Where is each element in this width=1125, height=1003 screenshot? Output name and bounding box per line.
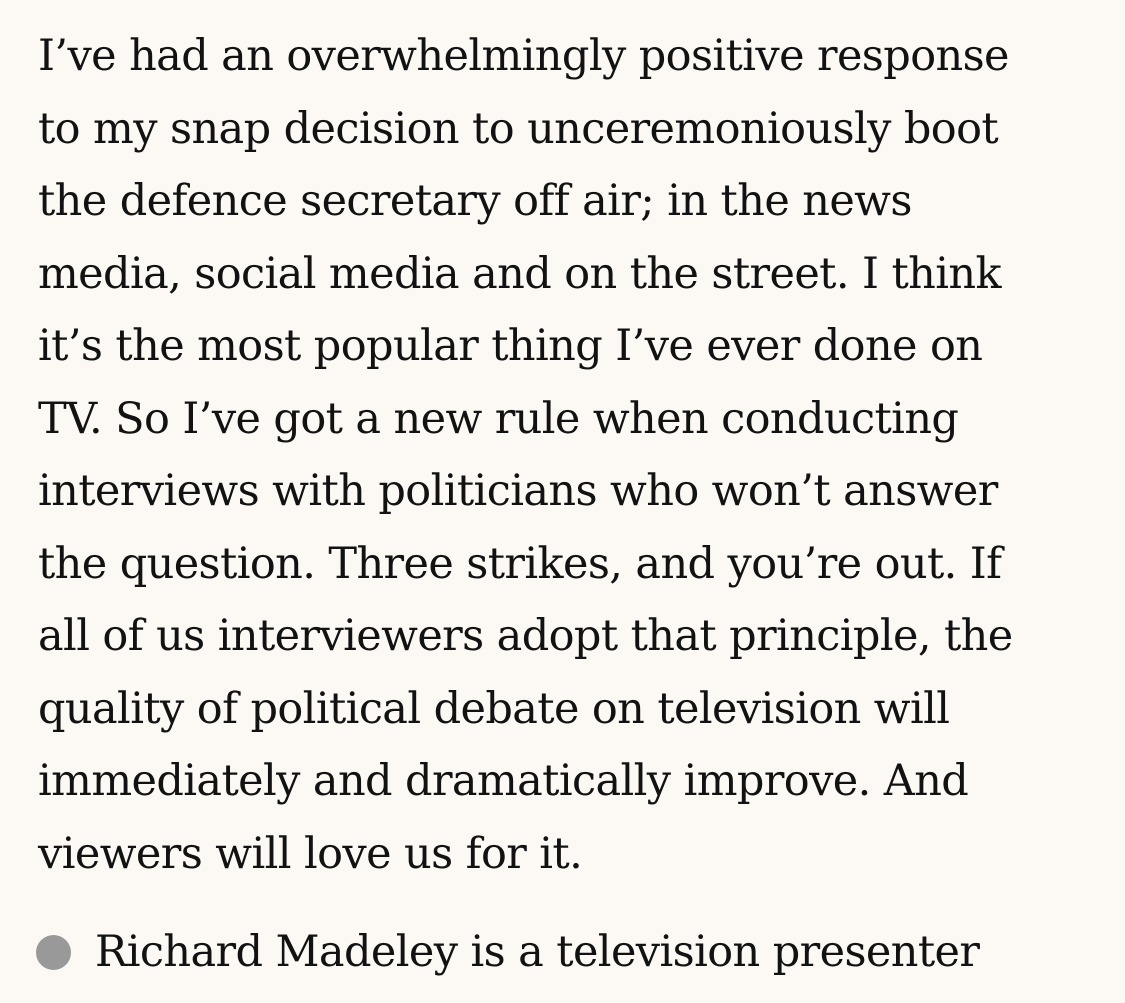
- paragraph-line-10: quality of political debate on televisio…: [38, 683, 950, 734]
- paragraph-line-4: media, social media and on the street. I…: [38, 248, 1002, 299]
- bullet-dot-icon: [36, 934, 71, 970]
- author-bio: Richard Madeley is a television presente…: [95, 927, 980, 977]
- paragraph-line-5: it’s the most popular thing I’ve ever do…: [38, 321, 983, 371]
- paragraph-line-7: interviews with politicians who won’t an…: [38, 466, 998, 516]
- paragraph-line-9: all of us interviewers adopt that princi…: [38, 611, 1013, 661]
- paragraph-line-3: the defence secretary off air; in the ne…: [38, 176, 912, 226]
- paragraph-line-1: I’ve had an overwhelmingly positive resp…: [38, 31, 1010, 81]
- article-paragraph: I’ve had an overwhelmingly positive resp…: [38, 20, 1098, 890]
- author-footnote: Richard Madeley is a television presente…: [36, 916, 980, 988]
- paragraph-line-12: viewers will love us for it.: [38, 828, 583, 879]
- paragraph-line-6: TV. So I’ve got a new rule when conducti…: [38, 393, 959, 444]
- paragraph-line-2: to my snap decision to unceremoniously b…: [38, 103, 999, 154]
- article-body: I’ve had an overwhelmingly positive resp…: [38, 20, 1098, 890]
- paragraph-line-8: the question. Three strikes, and you’re …: [38, 538, 1002, 589]
- paragraph-line-11: immediately and dramatically improve. An…: [38, 756, 969, 806]
